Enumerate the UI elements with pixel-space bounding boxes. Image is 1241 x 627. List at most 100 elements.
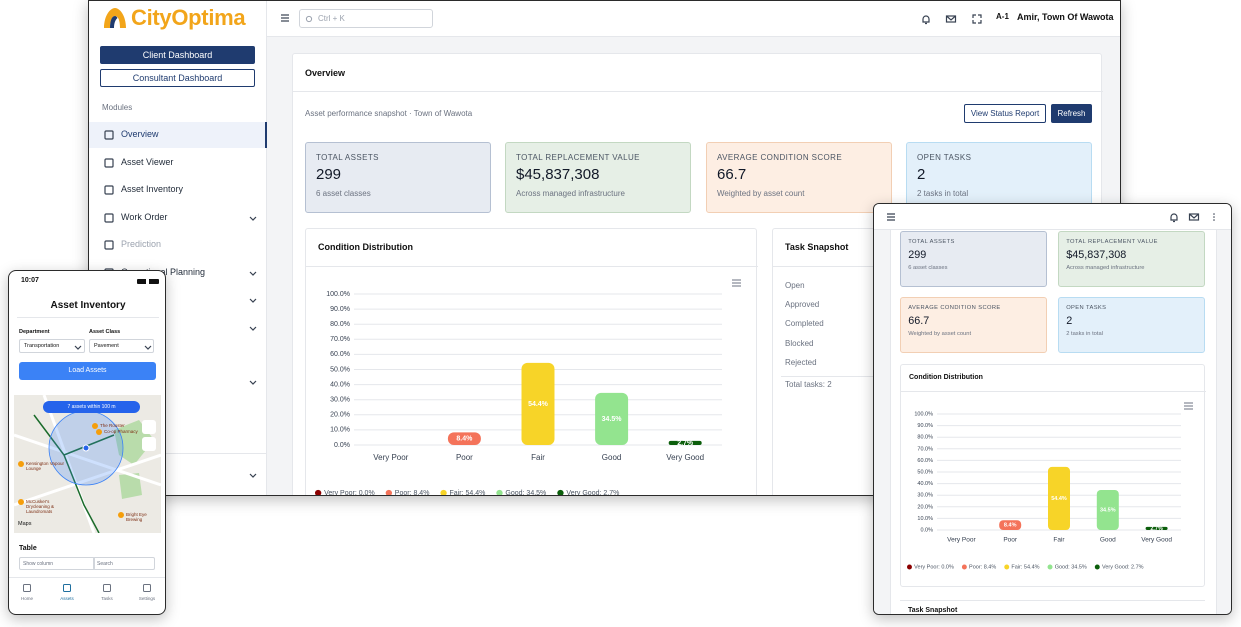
messages (945, 15, 957, 23)
nav-label: Asset Viewer (121, 157, 174, 167)
client-dashboard-button[interactable]: Client Dashboard (100, 46, 255, 64)
legend-label: Poor: 8.4% (395, 490, 430, 496)
chevron (249, 298, 257, 303)
tablet-topbar (874, 204, 1231, 230)
notifications (922, 15, 930, 25)
nav-item[interactable]: Overview (89, 122, 267, 148)
search-box[interactable]: Ctrl + K (299, 9, 433, 28)
kpi-label: AVERAGE CONDITION SCORE (717, 153, 843, 162)
table-control[interactable]: Search (93, 557, 155, 570)
icon-stroke (104, 185, 114, 195)
kpi-label: TOTAL ASSETS (908, 239, 955, 246)
y-tick-label: 30.0% (330, 397, 350, 404)
kpi-note: Across managed infrastructure (516, 189, 625, 198)
y-tick-label: 30.0% (917, 493, 933, 499)
user-badge: A-1 (996, 12, 1009, 21)
kpi-note: 6 asset classes (908, 265, 948, 272)
task-total: Total tasks: 2 (785, 380, 832, 389)
kpi-value: 299 (316, 166, 342, 183)
kpi-label: OPEN TASKS (1066, 305, 1107, 312)
y-tick-label: 90.0% (330, 306, 350, 313)
nav-icon (63, 584, 71, 592)
y-tick-label: 0.0% (334, 442, 350, 449)
map-place-label: Bright Eye Brewing (126, 512, 147, 522)
overview-subtitle: Asset performance snapshot · Town of Waw… (305, 109, 473, 118)
bar-chart: 0.0% 10.0% 20.0% 30.0% 40.0% 50.0% 60.0% 70.0% 8… (907, 402, 1193, 570)
view-status-report-button[interactable]: View Status Report (964, 104, 1046, 123)
chevron (249, 473, 257, 478)
chevron (74, 345, 82, 350)
icon-stroke (104, 130, 114, 140)
kpi-note: Weighted by asset count (717, 189, 805, 198)
chevron (144, 345, 152, 350)
bottom-nav-item[interactable]: Assets (52, 583, 82, 609)
overview-title: Overview (305, 68, 346, 78)
nav-item[interactable]: Prediction (89, 232, 267, 258)
icon-stroke (23, 584, 31, 592)
bar-value-label: 34.5% (1100, 507, 1116, 513)
nav-item[interactable]: Asset Viewer (89, 150, 267, 176)
user-name[interactable]: Amir, Town Of Wawota (1017, 12, 1114, 22)
map-pin (18, 461, 24, 467)
legend-swatch (1047, 564, 1053, 570)
y-tick-label: 50.0% (917, 469, 933, 475)
refresh-button[interactable]: Refresh (1051, 104, 1092, 123)
zoom-in[interactable] (142, 420, 156, 434)
zoom-out[interactable] (142, 437, 156, 451)
kpi-card: TOTAL REPLACEMENT VALUE $45,837,308 Across… (1058, 231, 1205, 287)
filter-select[interactable]: Pavement (89, 339, 154, 353)
user-location (82, 444, 90, 452)
nav-label: Tasks (101, 596, 113, 601)
y-tick-label: 100.0% (326, 291, 350, 298)
task-row-label: Completed (785, 319, 824, 328)
kpi-value: 2 (1066, 314, 1073, 327)
map-place-label: Kensington Vapour Lounge (26, 461, 64, 471)
nav-item[interactable]: Work Order (89, 205, 267, 231)
nav-label: Overview (121, 129, 159, 139)
bottom-nav-item[interactable]: Tasks (92, 583, 122, 609)
chevron (249, 271, 257, 276)
icon-dot (1213, 216, 1215, 218)
bar (999, 520, 1022, 530)
logo-mark (104, 8, 126, 28)
filter-label: Department (19, 329, 50, 335)
filter-select[interactable]: Transportation (19, 339, 85, 353)
legend-label: Very Poor: 0.0% (324, 490, 375, 496)
y-tick-label: 60.0% (917, 458, 933, 464)
y-tick-label: 10.0% (330, 427, 350, 434)
icon-stroke (249, 473, 257, 478)
legend-swatch (496, 489, 503, 495)
nav-item[interactable]: Asset Inventory (89, 177, 267, 203)
bar (595, 392, 629, 445)
menu-toggle (887, 213, 895, 221)
icon-stroke (1188, 213, 1200, 221)
y-tick-label: 60.0% (330, 351, 350, 358)
x-tick-label: Very Poor (373, 453, 408, 462)
consultant-dashboard-button[interactable]: Consultant Dashboard (100, 69, 255, 87)
bottom-nav-item[interactable]: Home (12, 583, 42, 609)
map-place-label: McCusker's Drycleaning & Laundromats (26, 499, 55, 514)
section-label: Modules (102, 103, 133, 112)
kpi-value: 299 (908, 248, 927, 261)
map: 7 assets within 100 m The Rooster Kensingt… (14, 395, 161, 533)
kpi-note: 6 asset classes (316, 189, 371, 198)
legend-swatch (907, 564, 912, 570)
legend-label: Very Good: 2.7% (1102, 564, 1144, 570)
table-control[interactable]: Show column (19, 557, 95, 570)
bar-value-label: 8.4% (456, 436, 473, 443)
chevron (249, 380, 257, 385)
x-tick-label: Very Good (1141, 537, 1172, 544)
task-title: Task Snapshot (908, 607, 958, 614)
table-section-title: Table (19, 545, 37, 552)
load-assets-button[interactable]: Load Assets (19, 362, 156, 380)
topbar: Ctrl + K A-1 Amir, Town Of Wawota (267, 1, 1120, 37)
bottom-nav-item[interactable]: Settings (132, 583, 162, 609)
legend-swatch (1004, 564, 1010, 570)
map-chip[interactable]: 7 assets within 100 m (43, 401, 140, 413)
legend-swatch (557, 489, 564, 495)
icon-stroke (972, 14, 982, 24)
y-tick-label: 100.0% (914, 411, 933, 417)
y-tick-label: 0.0% (920, 527, 933, 533)
